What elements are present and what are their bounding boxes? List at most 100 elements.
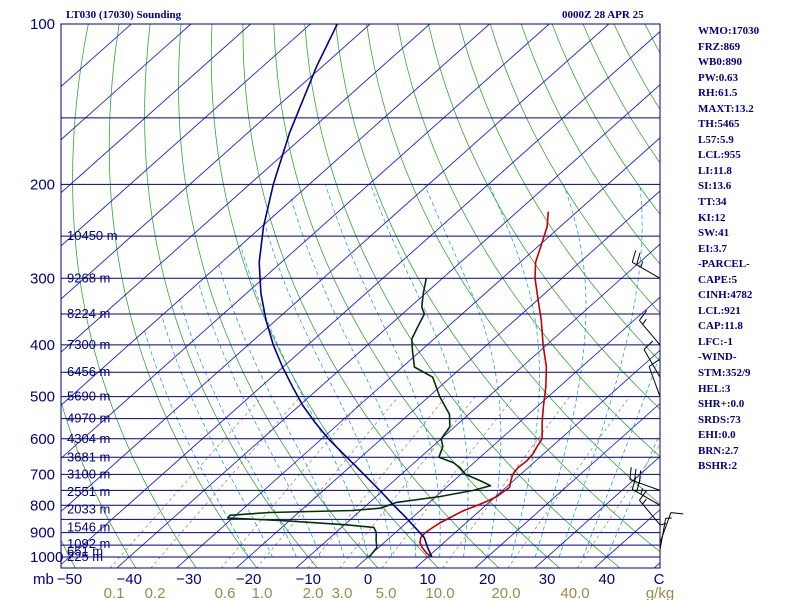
pressure-tick-label: 800 bbox=[30, 497, 55, 514]
plot-frame bbox=[60, 23, 661, 569]
height-label: 10450 m bbox=[67, 228, 118, 243]
temperature-unit-label: C bbox=[654, 571, 665, 588]
pressure-tick-label: 300 bbox=[30, 270, 55, 287]
wind-barb-flag bbox=[634, 468, 637, 482]
index-line: CAPE:5 bbox=[698, 273, 738, 286]
mixing-ratio-line bbox=[307, 396, 447, 568]
moist-adiabat bbox=[370, 184, 469, 558]
x-axis-label: mb bbox=[33, 571, 54, 588]
wind-barb-staff bbox=[639, 320, 661, 346]
dry-adiabat bbox=[489, 24, 660, 314]
height-label: 1546 m bbox=[67, 519, 110, 534]
wind-barb bbox=[643, 340, 661, 378]
index-line: SW:41 bbox=[698, 227, 730, 240]
index-line: TT:34 bbox=[698, 196, 727, 209]
moist-adiabat bbox=[263, 221, 393, 558]
mixing-ratio-tick-label: 5.0 bbox=[376, 585, 397, 600]
temperature-tick-label: −30 bbox=[176, 571, 201, 588]
height-label: 5690 m bbox=[67, 389, 110, 404]
wind-barb-layer bbox=[629, 250, 684, 557]
wind-barb bbox=[659, 512, 684, 543]
dry-adiabat bbox=[72, 24, 197, 568]
index-line: BRN:2.7 bbox=[698, 444, 739, 457]
wind-barb bbox=[648, 359, 661, 397]
wind-barb-flag bbox=[631, 250, 637, 263]
dry-adiabat bbox=[61, 400, 137, 568]
pressure-tick-label: 100 bbox=[30, 16, 55, 33]
mixing-ratio-unit-label: g/kg bbox=[646, 585, 674, 600]
height-label: 2033 m bbox=[67, 502, 110, 517]
pressure-tick-label: 700 bbox=[30, 466, 55, 483]
mixing-ratio-tick-label: 1.0 bbox=[252, 585, 273, 600]
index-line: FRZ:869 bbox=[698, 40, 741, 53]
mixing-ratio-line bbox=[576, 443, 660, 568]
moist-adiabat bbox=[558, 184, 643, 558]
isotherm bbox=[61, 24, 251, 194]
height-label: 3100 m bbox=[67, 466, 110, 481]
mixing-ratio-line bbox=[220, 396, 366, 568]
moist-adiabat bbox=[290, 195, 417, 558]
isotherm bbox=[61, 24, 490, 406]
moist-adiabat bbox=[143, 329, 249, 558]
index-line: LI:11.8 bbox=[698, 164, 732, 177]
dry-adiabat bbox=[366, 24, 660, 505]
isotherm bbox=[61, 24, 610, 513]
temperature-tick-label: −50 bbox=[57, 571, 82, 588]
temperature-tick-label: 40 bbox=[598, 571, 615, 588]
wind-barb-half-flag bbox=[640, 261, 644, 268]
dry-adiabat bbox=[458, 24, 660, 362]
wind-barb-staff bbox=[629, 479, 661, 491]
index-line: -PARCEL- bbox=[698, 258, 750, 271]
mixing-ratio-tick-label: 0.1 bbox=[104, 585, 125, 600]
index-line: KI:12 bbox=[698, 211, 726, 224]
temperature-tick-label: 0 bbox=[364, 571, 372, 588]
index-line: HEL:3 bbox=[698, 382, 731, 395]
height-label: 225 m bbox=[67, 549, 103, 564]
height-label: 6456 m bbox=[67, 364, 110, 379]
index-line: LCL:921 bbox=[698, 304, 741, 317]
dewpoint-trace bbox=[227, 278, 492, 558]
wind-barb-staff bbox=[659, 512, 672, 543]
wind-barb-flag bbox=[636, 252, 641, 265]
index-line: BSHR:2 bbox=[698, 460, 738, 473]
isotherm bbox=[295, 243, 660, 568]
wind-barb-staff bbox=[632, 488, 661, 506]
index-line: LFC:-1 bbox=[698, 335, 733, 348]
pressure-tick-label: 200 bbox=[30, 176, 55, 193]
index-line: RH:61.5 bbox=[698, 87, 738, 100]
index-line: L57:5.9 bbox=[698, 133, 734, 146]
isotherm bbox=[61, 31, 660, 566]
wind-barb-flag bbox=[629, 467, 632, 480]
wind-barb bbox=[631, 250, 661, 279]
index-line: CINH:4782 bbox=[698, 289, 753, 302]
wind-barb-half-flag bbox=[642, 498, 647, 505]
isotherm bbox=[355, 296, 660, 568]
isotherm bbox=[414, 349, 660, 568]
index-line: SHR+:0.0 bbox=[698, 398, 745, 411]
pressure-tick-label: 900 bbox=[30, 525, 55, 542]
wind-barb-flag bbox=[670, 512, 684, 515]
index-line: PW:0.63 bbox=[698, 71, 739, 84]
isotherm bbox=[474, 402, 660, 568]
pressure-tick-label: 400 bbox=[30, 337, 55, 354]
dry-adiabat bbox=[0, 24, 15, 568]
pressure-tick-label: 1000 bbox=[30, 549, 63, 566]
wind-barb bbox=[629, 467, 661, 491]
mixing-ratio-tick-label: 20.0 bbox=[491, 585, 520, 600]
station-title: LT030 (17030) Sounding bbox=[66, 9, 182, 21]
index-line: SI:13.6 bbox=[698, 180, 732, 193]
height-label: 9268 m bbox=[67, 270, 110, 285]
mixing-ratio-tick-label: 2.0 bbox=[303, 585, 324, 600]
wind-barb-half-flag bbox=[640, 488, 644, 495]
dry-adiabat bbox=[335, 24, 660, 553]
wind-barb-flag bbox=[638, 470, 642, 483]
moist-adiabat bbox=[178, 296, 297, 558]
height-label: 651 m bbox=[67, 544, 103, 559]
mixing-ratio-line bbox=[256, 396, 399, 568]
height-label: 7300 m bbox=[67, 337, 110, 352]
wind-barb-flag bbox=[648, 359, 660, 367]
temperature-tick-label: 10 bbox=[419, 571, 436, 588]
mixing-ratio-line bbox=[442, 396, 571, 568]
